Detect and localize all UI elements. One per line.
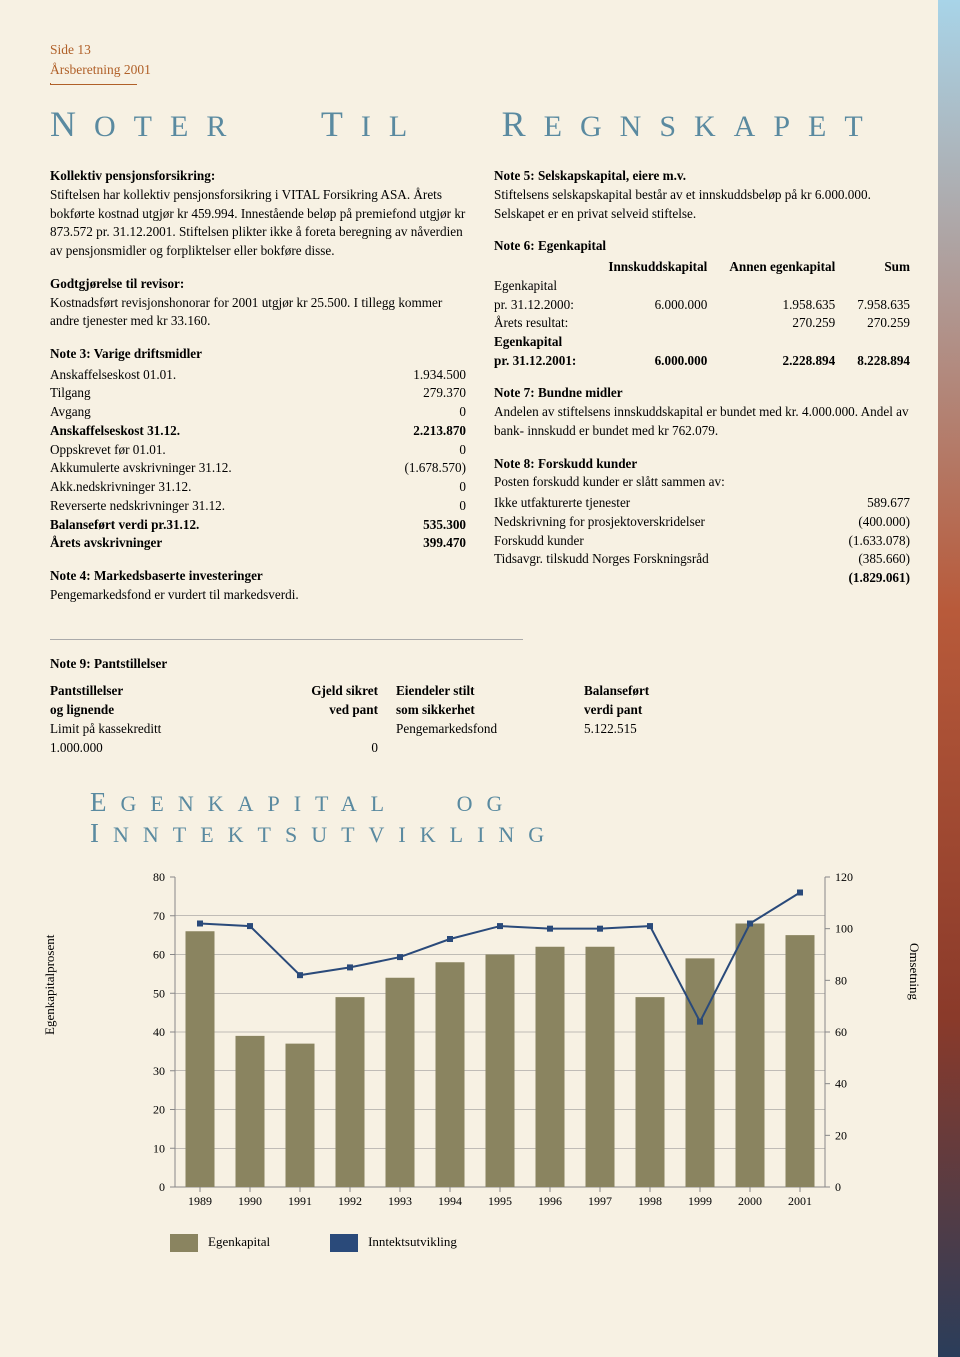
page-header: Side 13 Årsberetning 2001 (50, 40, 910, 85)
chart-title: EGENKAPITAL OG INNTEKTSUTVIKLING (90, 787, 910, 849)
svg-text:120: 120 (835, 870, 853, 884)
note3-table: Anskaffelseskost 01.01.1.934.500Tilgang2… (50, 366, 466, 553)
note8-head: Note 8: Forskudd kunder (494, 456, 637, 471)
legend-line: Inntektsutvikling (330, 1234, 457, 1252)
svg-text:60: 60 (153, 948, 165, 962)
table-row: Ikke utfakturerte tjenester589.677 (494, 494, 910, 513)
table-row: Akkumulerte avskrivninger 31.12.(1.678.5… (50, 459, 466, 478)
table-row: Egenkapital (494, 277, 586, 296)
y-left-axis-label: Egenkapitalprosent (42, 935, 58, 1035)
svg-text:70: 70 (153, 909, 165, 923)
table-row: (1.829.061) (494, 569, 910, 588)
svg-text:100: 100 (835, 922, 853, 936)
note5-head: Note 5: Selskapskapital, eiere m.v. (494, 168, 686, 183)
auditor-head: Godtgjørelse til revisor: (50, 276, 184, 291)
svg-text:80: 80 (835, 974, 847, 988)
svg-text:1994: 1994 (438, 1194, 462, 1208)
svg-text:1991: 1991 (288, 1194, 312, 1208)
table-row: Anskaffelseskost 01.01.1.934.500 (50, 366, 466, 385)
chart-legend: Egenkapital Inntektsutvikling (170, 1234, 910, 1252)
pension-body: Stiftelsen har kollektiv pensjonsforsikr… (50, 187, 465, 258)
report-year: Årsberetning 2001 (50, 60, 910, 80)
table-row: pr. 31.12.2000: (494, 296, 586, 315)
note7-body: Andelen av stiftelsens innskuddskapital … (494, 404, 909, 438)
svg-text:1993: 1993 (388, 1194, 412, 1208)
note9-head: Note 9: Pantstillelser (50, 654, 910, 673)
svg-text:80: 80 (153, 870, 165, 884)
svg-text:0: 0 (835, 1180, 841, 1194)
auditor-body: Kostnadsført revisjonshonorar for 2001 u… (50, 295, 442, 329)
svg-text:40: 40 (153, 1025, 165, 1039)
chart-container: 0 10 20 30 40 50 60 70 80 0 20 40 60 80 100 120 1989 1990… (130, 867, 880, 1222)
note8-table: Ikke utfakturerte tjenester589.677Nedskr… (494, 494, 910, 588)
note6-table: InnskuddskapitalAnnen egenkapitalSumEgen… (494, 258, 910, 370)
note8-intro: Posten forskudd kunder er slått sammen a… (494, 474, 725, 489)
svg-text:1995: 1995 (488, 1194, 512, 1208)
table-row: Årets avskrivninger399.470 (50, 534, 466, 553)
table-row: Årets resultat: (494, 314, 586, 333)
table-row: Forskudd kunder(1.633.078) (494, 532, 910, 551)
svg-text:20: 20 (835, 1129, 847, 1143)
svg-text:1989: 1989 (188, 1194, 212, 1208)
note3-head: Note 3: Varige driftsmidler (50, 345, 466, 364)
svg-text:50: 50 (153, 987, 165, 1001)
y-right-axis-label: Omsetning (906, 943, 922, 1000)
right-column: Note 5: Selskapskapital, eiere m.v. Stif… (494, 167, 910, 618)
main-title: NOTER TIL REGNSKAPET (50, 103, 910, 145)
separator-rule (50, 639, 523, 640)
svg-text:1996: 1996 (538, 1194, 562, 1208)
svg-text:2001: 2001 (788, 1194, 812, 1208)
svg-text:1990: 1990 (238, 1194, 262, 1208)
table-row: Tidsavgr. tilskudd Norges Forskningsråd(… (494, 550, 910, 569)
side-gradient-stripe (938, 0, 960, 1357)
svg-text:0: 0 (159, 1180, 165, 1194)
svg-text:10: 10 (153, 1142, 165, 1156)
table-row: Anskaffelseskost 31.12.2.213.870 (50, 422, 466, 441)
note4-body: Pengemarkedsfond er vurdert til markedsv… (50, 587, 299, 602)
table-row: Avgang0 (50, 403, 466, 422)
table-row: Egenkapital (494, 333, 586, 352)
note9-block: Note 9: Pantstillelser Pantstillelser Gj… (50, 654, 910, 758)
note5-body: Stiftelsens selskapskapital består av et… (494, 187, 871, 221)
svg-text:1997: 1997 (588, 1194, 612, 1208)
legend-bar: Egenkapital (170, 1234, 270, 1252)
table-row: Reverserte nedskrivninger 31.12.0 (50, 497, 466, 516)
svg-text:60: 60 (835, 1025, 847, 1039)
table-row: pr. 31.12.2001: (494, 352, 586, 371)
body-columns: Kollektiv pensjonsforsikring: Stiftelsen… (50, 167, 910, 618)
pension-head: Kollektiv pensjonsforsikring: (50, 168, 215, 183)
page-number: Side 13 (50, 40, 910, 60)
table-row: Tilgang279.370 (50, 384, 466, 403)
left-column: Kollektiv pensjonsforsikring: Stiftelsen… (50, 167, 466, 618)
table-row: Akk.nedskrivninger 31.12.0 (50, 478, 466, 497)
svg-text:2000: 2000 (738, 1194, 762, 1208)
note7-head: Note 7: Bundne midler (494, 385, 623, 400)
table-row: Balanseført verdi pr.31.12.535.300 (50, 516, 466, 535)
table-row: Oppskrevet før 01.01.0 (50, 441, 466, 460)
svg-text:1992: 1992 (338, 1194, 362, 1208)
table-row: Nedskrivning for prosjektoverskridelser(… (494, 513, 910, 532)
svg-text:30: 30 (153, 1064, 165, 1078)
note6-head: Note 6: Egenkapital (494, 237, 910, 256)
svg-text:1999: 1999 (688, 1194, 712, 1208)
svg-text:40: 40 (835, 1077, 847, 1091)
svg-text:1998: 1998 (638, 1194, 662, 1208)
combo-chart: 0 10 20 30 40 50 60 70 80 0 20 40 60 80 100 120 1989 1990… (130, 867, 870, 1217)
note4-head: Note 4: Markedsbaserte investeringer (50, 568, 263, 583)
svg-text:20: 20 (153, 1103, 165, 1117)
